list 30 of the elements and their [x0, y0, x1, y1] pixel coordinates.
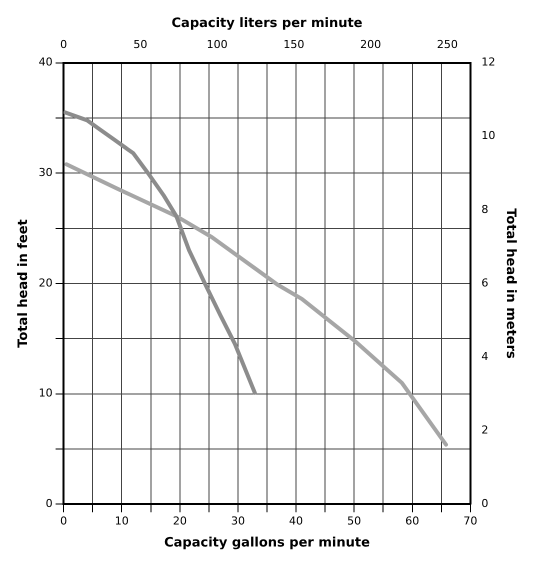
x2-tick-label: 250 — [436, 38, 458, 52]
x2-tick-label: 50 — [133, 38, 148, 52]
y2-tick-label: 12 — [481, 56, 496, 69]
x-tick-label: 0 — [60, 514, 68, 528]
y2-axis-title: Total head in meters — [502, 208, 518, 360]
x2-tick-label: 150 — [283, 38, 304, 52]
y-tick-label: 20 — [38, 276, 53, 290]
x-tick-label: 70 — [463, 514, 478, 528]
x2-tick-label: 100 — [206, 38, 228, 52]
y2-tick-label: 4 — [481, 350, 488, 363]
y-tick-label: 0 — [46, 497, 53, 510]
y-tick-label: 10 — [38, 386, 53, 400]
y2-tick-label: 0 — [481, 497, 488, 510]
y-tick-label: 40 — [38, 56, 53, 69]
x2-axis-title: Capacity liters per minute — [172, 16, 363, 32]
x-tick-label: 20 — [172, 514, 187, 528]
x-tick-label: 60 — [405, 514, 420, 528]
y2-tick-label: 6 — [481, 276, 488, 290]
y2-tick-label: 10 — [481, 129, 496, 142]
y2-tick-label: 2 — [481, 423, 488, 436]
x-tick-label: 40 — [289, 514, 304, 528]
x2-tick-label: 0 — [60, 38, 68, 52]
y-tick-label: 30 — [38, 166, 53, 180]
x-tick-label: 10 — [114, 514, 129, 528]
x-tick-label: 30 — [230, 514, 245, 528]
y-axis-title: Total head in feet — [16, 219, 32, 348]
y2-tick-label: 8 — [481, 202, 488, 216]
x-axis-title: Capacity gallons per minute — [164, 536, 370, 551]
x2-tick-label: 200 — [360, 38, 382, 52]
x-tick-label: 50 — [347, 514, 362, 528]
